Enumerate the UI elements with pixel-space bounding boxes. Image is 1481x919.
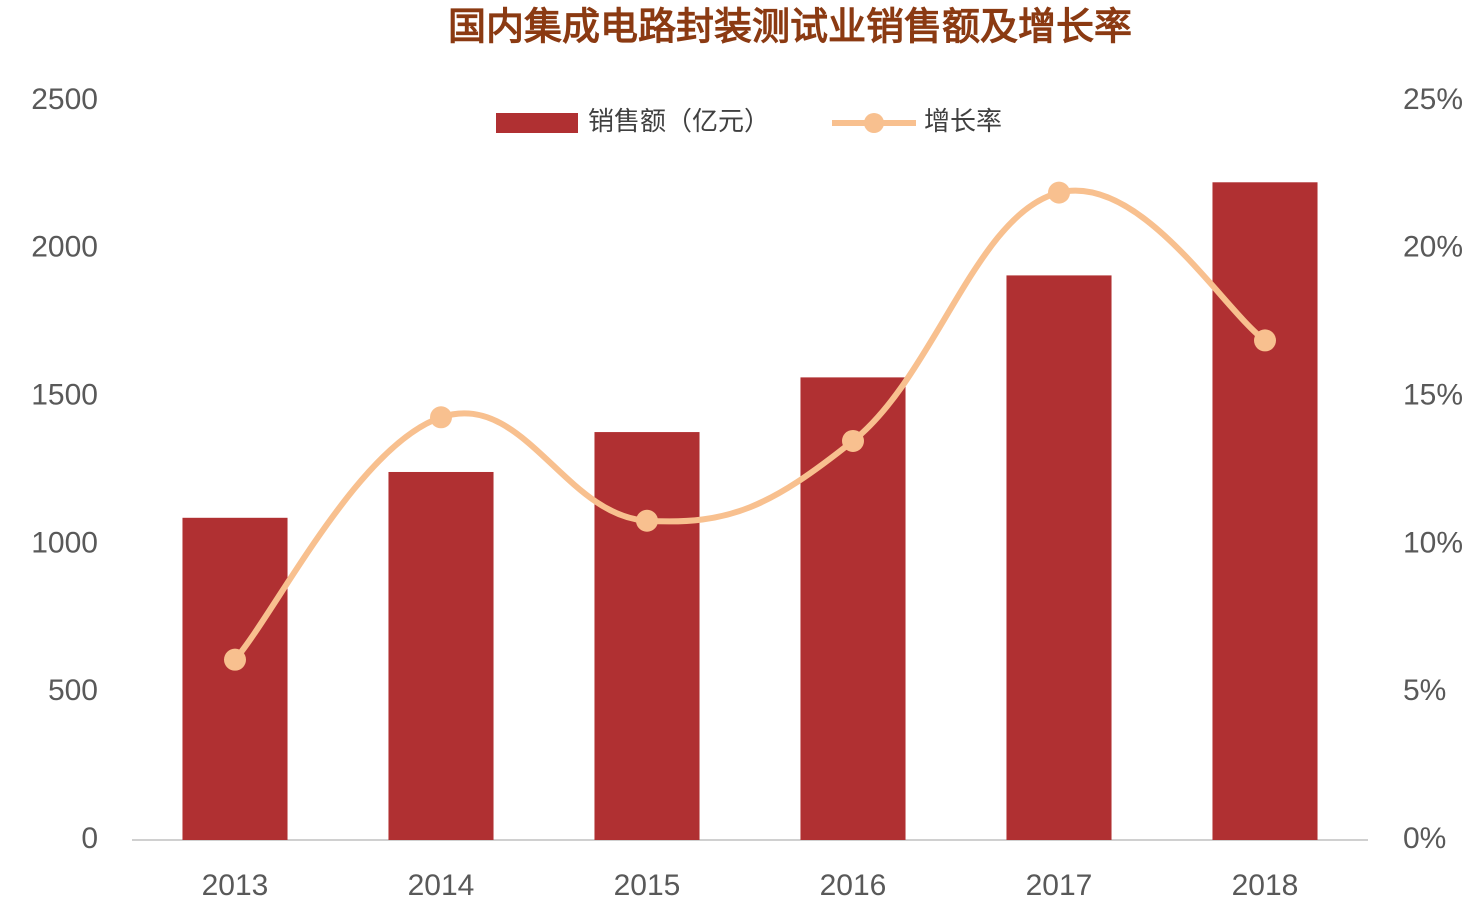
legend-label: 增长率 [924,107,1002,137]
line [232,187,1267,662]
bar [1212,182,1318,841]
y-tick-label: 1500 [31,379,98,412]
line-marker [224,648,246,671]
x-tick-label: 2017 [1026,869,1093,902]
y-tick-label: 1000 [31,526,98,559]
bar [1006,275,1112,840]
y-tick-label: 500 [48,674,98,707]
y2-tick-label: 5% [1403,674,1446,707]
line-marker [1254,329,1276,352]
chart-title: 国内集成电路封装测试业销售额及增长率 [448,4,1132,49]
line-marker [636,509,658,532]
y2-tick-label: 15% [1403,379,1463,412]
bar [182,517,288,840]
bar [800,377,906,840]
y-tick-label: 2000 [31,231,98,264]
x-tick-label: 2016 [820,869,887,902]
x-tick-label: 2015 [614,869,681,902]
bar [594,432,700,840]
y2-tick-label: 25% [1403,83,1463,116]
legend-label: 销售额（亿元） [588,107,770,137]
y2-tick-label: 10% [1403,526,1463,559]
y-tick-label: 0 [81,822,98,855]
bar [388,471,494,840]
y2-tick-label: 20% [1403,231,1463,264]
y-tick-label: 2500 [31,83,98,116]
legend-swatch [496,113,578,133]
x-tick-label: 2014 [408,869,475,902]
line-marker [1048,181,1070,204]
line-marker [430,406,452,429]
line-marker [842,429,864,452]
x-tick-label: 2013 [202,869,269,902]
x-tick-label: 2018 [1232,869,1299,902]
y2-tick-label: 0% [1403,822,1446,855]
legend-marker [864,113,884,133]
